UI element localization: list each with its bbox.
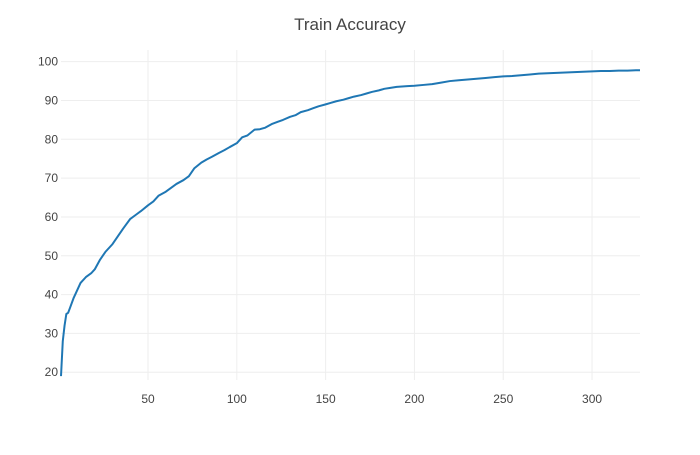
series-layer [60, 69, 640, 377]
grid [61, 50, 640, 380]
y-tick-label: 30 [45, 326, 59, 340]
x-tick-label: 100 [227, 392, 247, 406]
x-tick-label: 300 [582, 392, 602, 406]
y-tick-label: 20 [45, 365, 59, 379]
y-tick-label: 80 [45, 132, 59, 146]
y-tick-label: 90 [45, 93, 59, 107]
x-tick-label: 150 [316, 392, 336, 406]
y-tick-label: 40 [45, 288, 59, 302]
chart-title: Train Accuracy [294, 15, 406, 34]
y-tick-label: 50 [45, 249, 59, 263]
series-line [60, 69, 640, 377]
x-tick-label: 250 [493, 392, 513, 406]
y-tick-label: 60 [45, 210, 59, 224]
x-tick-label: 50 [141, 392, 155, 406]
x-tick-label: 200 [404, 392, 424, 406]
y-tick-label: 100 [38, 55, 58, 69]
tick-labels: 50 100 150 200 250 300 20 30 40 50 60 70 80 90 100 [38, 55, 602, 406]
y-tick-label: 70 [45, 171, 59, 185]
